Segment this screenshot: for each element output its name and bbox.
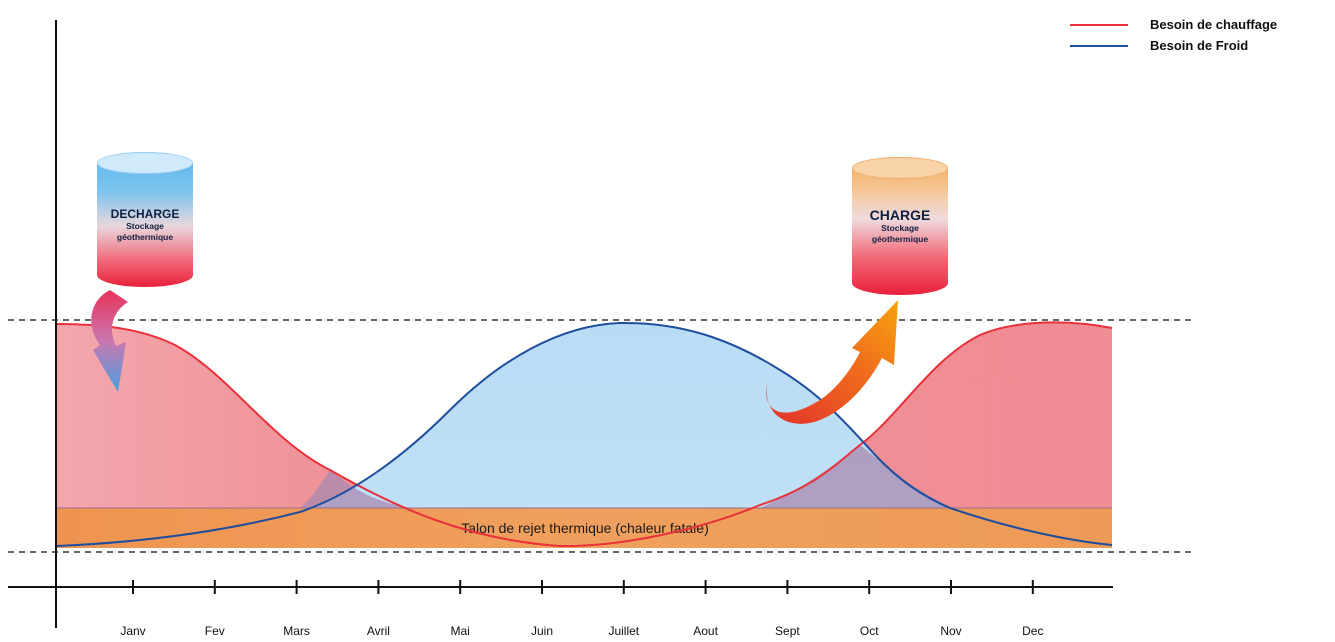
x-tick-label: Oct [860,624,879,638]
discharge-tank-text: DECHARGE Stockage géothermique [97,207,193,243]
x-tick-label: Juillet [608,624,639,638]
legend-item-cooling: Besoin de Froid [1070,35,1277,56]
x-tick-label: Fev [205,624,225,638]
charge-storage-tank: CHARGE Stockage géothermique [852,157,948,295]
x-tick-label: Sept [775,624,800,638]
chart-lines [56,321,1113,548]
x-tick-label: Janv [120,624,145,638]
chart-axes [8,20,1195,628]
x-tick-label: Juin [531,624,553,638]
discharge-subtitle-2: géothermique [116,232,174,242]
chart-legend: Besoin de chauffage Besoin de Froid [1070,14,1277,56]
discharge-tank-top [97,152,193,174]
cooling-need-area [300,322,950,512]
x-tick-label: Dec [1022,624,1043,638]
x-tick-label: Avril [367,624,390,638]
storage-arrows [91,290,898,424]
legend-item-heating: Besoin de chauffage [1070,14,1277,35]
legend-label-cooling: Besoin de Froid [1150,38,1249,53]
legend-swatch-cooling [1070,44,1128,47]
legend-label-heating: Besoin de chauffage [1150,17,1278,32]
charge-title: CHARGE [869,207,931,223]
x-tick-label: Mai [451,624,470,638]
x-axis-ticks: Janv Fev Mars Avril Mai Juin Juillet Aout Sept Oc… [120,580,1043,638]
overlap-area-autumn [760,445,950,508]
charge-subtitle-2: géothermique [871,234,929,244]
cooling-need-line [56,321,1113,547]
charge-arrow [766,300,898,424]
x-tick-label: Nov [940,624,961,638]
band-label: Talon de rejet thermique (chaleur fatale… [461,520,708,536]
heating-need-line [56,321,1113,548]
charge-subtitle-1: Stockage [881,223,919,233]
charge-tank-top [852,157,948,179]
x-tick-label: Aout [693,624,718,638]
chart-areas [57,322,1112,547]
discharge-subtitle-1: Stockage [126,221,164,231]
legend-swatch-heating [1070,23,1128,26]
discharge-title: DECHARGE [110,207,180,221]
x-tick-label: Mars [283,624,310,638]
discharge-storage-tank: DECHARGE Stockage géothermique [97,152,193,287]
band-rect [57,508,1112,548]
charge-tank-text: CHARGE Stockage géothermique [852,207,948,245]
thermal-base-band: Talon de rejet thermique (chaleur fatale… [57,507,1112,548]
discharge-arrow [91,290,128,392]
overlap-area-spring [300,470,410,508]
